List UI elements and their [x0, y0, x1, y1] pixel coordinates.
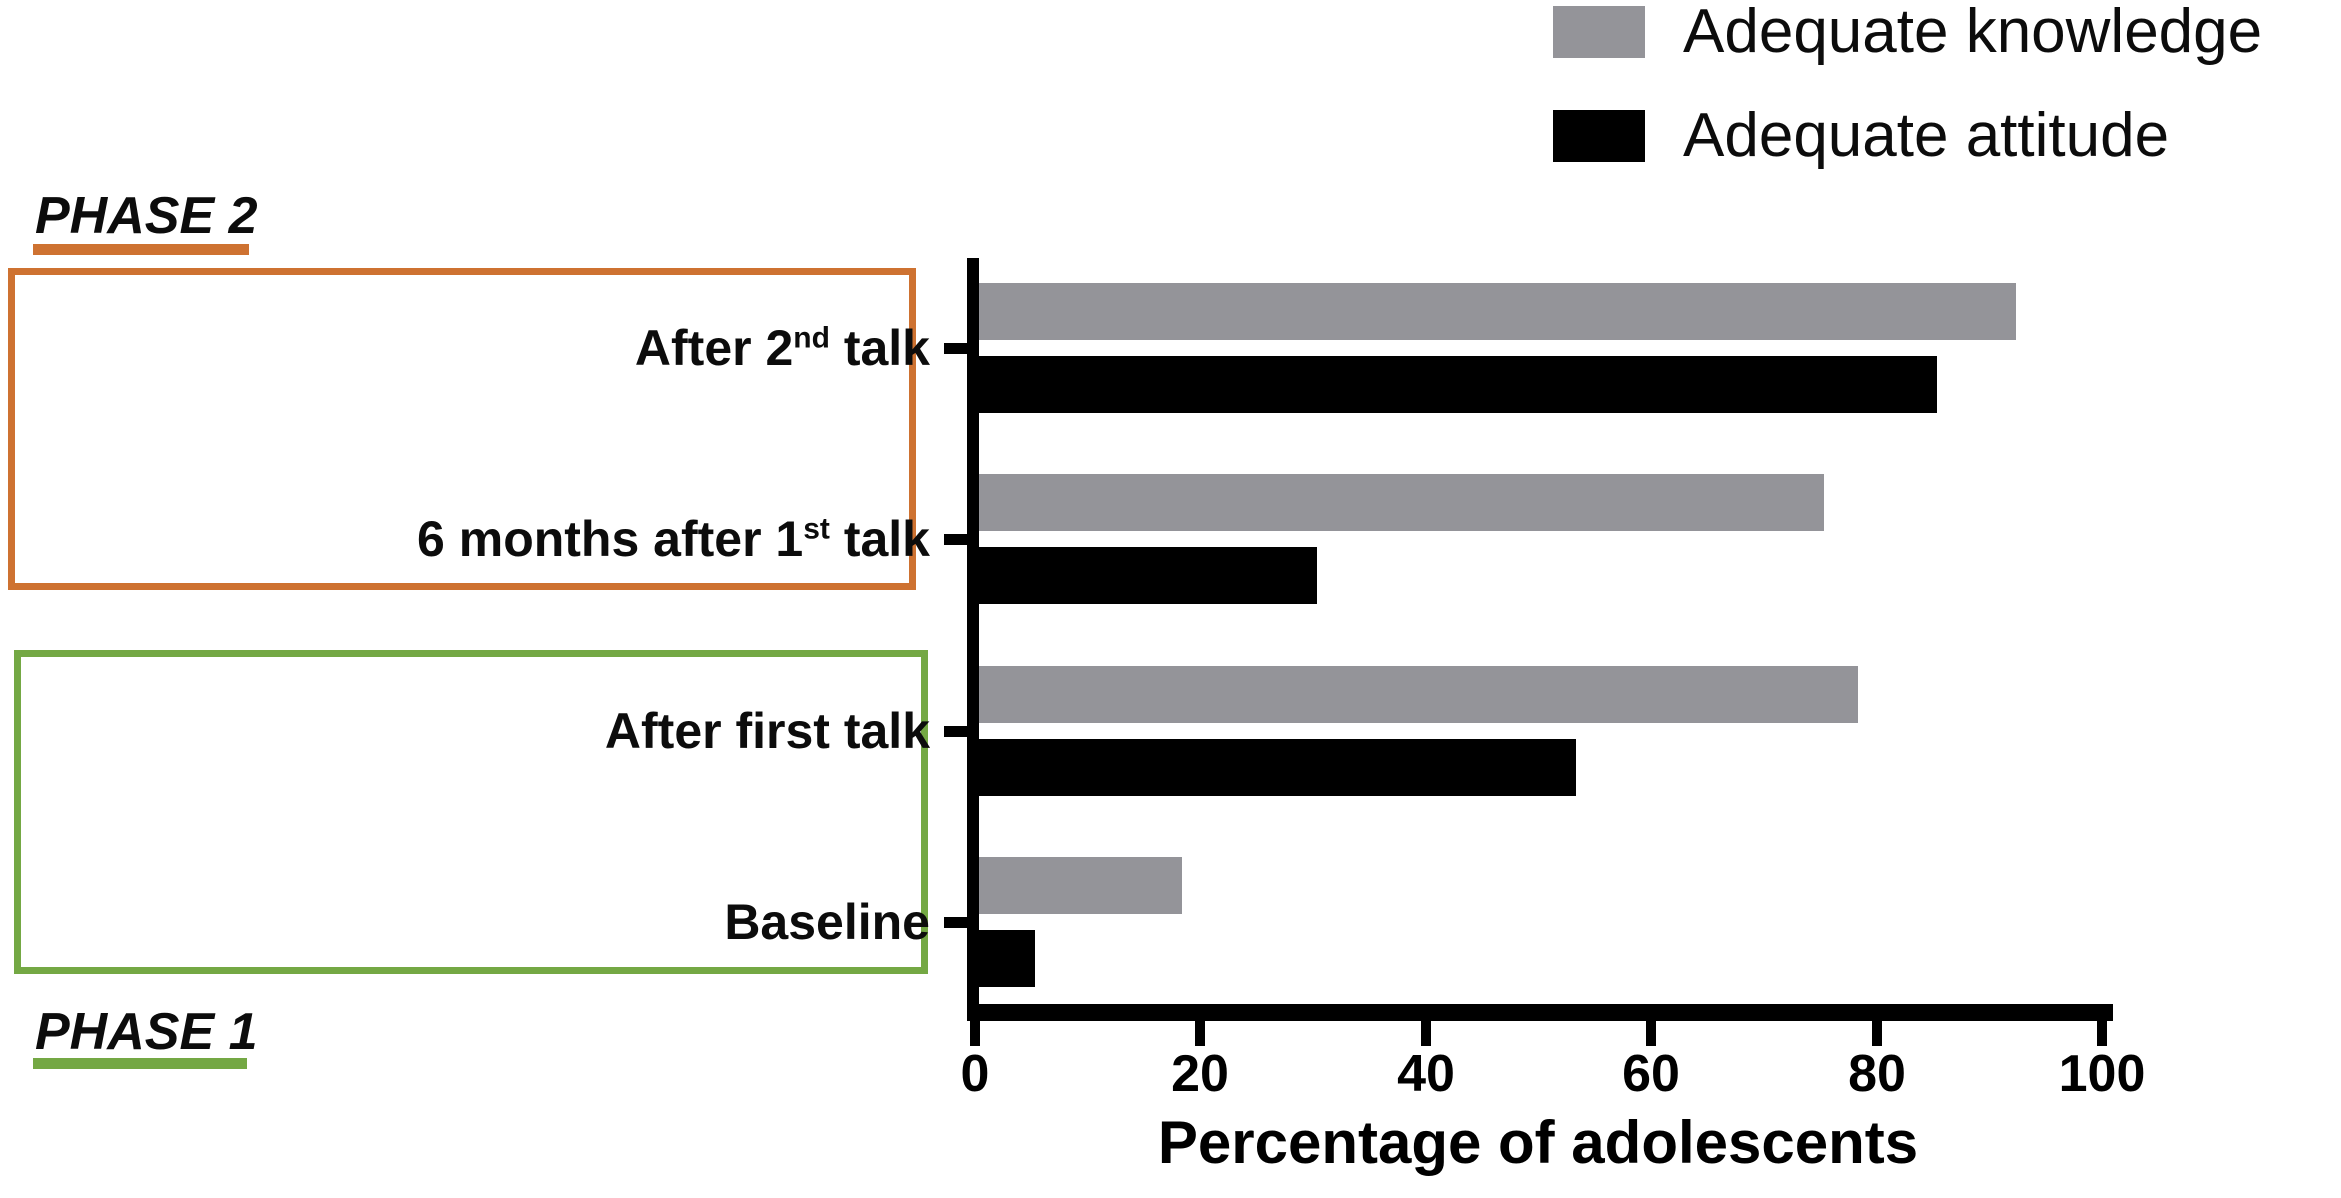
phase1-underline [33, 1058, 247, 1069]
category-label-superscript: st [803, 512, 830, 546]
phase1-box [14, 650, 928, 974]
legend-item-knowledge: Adequate knowledge [1553, 0, 2262, 64]
category-label-text: After 2 [634, 320, 794, 376]
category-label-text: talk [829, 511, 930, 568]
x-axis-tick-label: 20 [1171, 1045, 1229, 1103]
category-label-text: Baseline [724, 893, 930, 950]
x-axis-tick [1421, 1020, 1431, 1046]
category-label-text: talk [829, 320, 930, 376]
category-label: After 2nd talk [30, 316, 930, 380]
x-axis-line [967, 1004, 2113, 1021]
bar-attitude [979, 356, 1937, 413]
bar-knowledge [979, 856, 1182, 914]
category-label-text: 6 months after 1 [417, 511, 804, 568]
x-axis-tick-label: 100 [2058, 1045, 2146, 1103]
category-label: Baseline [30, 890, 930, 954]
category-label-superscript: nd [793, 321, 830, 355]
category-label-text: After first talk [604, 702, 930, 759]
x-axis-title: Percentage of adolescents [1157, 1109, 1919, 1176]
phase2-title: PHASE 2 [35, 187, 258, 245]
bar-attitude [979, 929, 1035, 987]
legend-label-knowledge: Adequate knowledge [1683, 0, 2263, 66]
legend-swatch-attitude [1553, 110, 1645, 162]
bar-attitude [979, 738, 1576, 796]
legend-label-attitude: Adequate attitude [1683, 101, 2170, 170]
legend-swatch-knowledge [1553, 6, 1645, 58]
category-label: 6 months after 1st talk [30, 507, 930, 571]
phase1-title: PHASE 1 [35, 1003, 258, 1061]
x-axis-tick-label: 0 [960, 1045, 990, 1103]
x-axis-tick [2097, 1020, 2107, 1046]
category-tick [944, 343, 970, 354]
category-tick [944, 916, 970, 928]
bar-knowledge [979, 474, 1824, 532]
phase2-underline [33, 244, 249, 255]
x-axis-tick-label: 80 [1848, 1045, 1906, 1103]
category-tick [944, 534, 970, 546]
x-axis-tick [1872, 1020, 1882, 1046]
x-axis-tick-label: 60 [1622, 1045, 1680, 1103]
category-tick [944, 725, 970, 737]
bar-attitude [979, 547, 1317, 605]
phase2-box [8, 268, 916, 590]
x-axis-tick-label: 40 [1397, 1045, 1455, 1103]
bar-knowledge [979, 283, 2016, 340]
x-axis-tick [970, 1020, 980, 1046]
bar-knowledge [979, 665, 1858, 723]
legend-item-attitude: Adequate attitude [1553, 104, 2169, 168]
category-label: After first talk [30, 699, 930, 763]
y-axis-line [967, 258, 979, 1020]
x-axis-tick [1646, 1020, 1656, 1046]
x-axis-tick [1195, 1020, 1205, 1046]
